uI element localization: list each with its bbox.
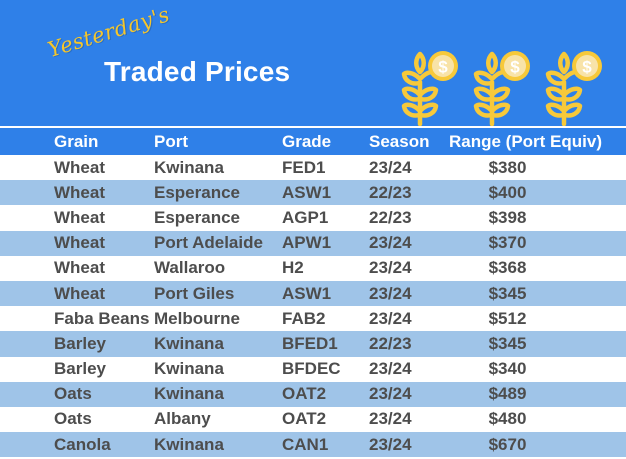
table-row: Wheat Port Adelaide APW1 23/24 $370 (0, 230, 626, 256)
column-header-range: Range (Port Equiv) (449, 131, 603, 151)
cell-port: Wallaroo (154, 258, 226, 278)
cell-range: $400 (488, 182, 527, 202)
cell-range: $398 (488, 207, 527, 227)
table-row: Oats Albany OAT2 23/24 $480 (0, 407, 626, 432)
wheat-dollar-icon: $ (470, 48, 542, 126)
cell-port: Esperance (154, 182, 240, 202)
cell-grain: Oats (54, 409, 92, 429)
cell-grade: ASW1 (282, 283, 332, 303)
cell-port: Kwinana (154, 384, 224, 404)
cell-season: 22/23 (369, 207, 412, 227)
cell-range: $512 (488, 308, 527, 328)
cell-port: Esperance (154, 207, 240, 227)
cell-range: $345 (488, 283, 527, 303)
cell-grain: Wheat (54, 207, 105, 227)
cell-range: $380 (488, 157, 527, 177)
table-row: Wheat Wallaroo H2 23/24 $368 (0, 256, 626, 281)
cell-season: 23/24 (369, 233, 412, 253)
column-header-port: Port (154, 131, 188, 151)
wheat-dollar-icon: $ (542, 48, 614, 126)
cell-season: 22/23 (369, 333, 412, 353)
cell-season: 23/24 (369, 409, 412, 429)
cell-grade: H2 (282, 258, 304, 278)
svg-text:$: $ (510, 58, 520, 77)
cell-season: 23/24 (369, 308, 412, 328)
title-banner: Yesterday's Traded Prices $ (0, 0, 626, 126)
cell-grain: Wheat (54, 258, 105, 278)
table-header-row: Grain Port Grade Season Range (Port Equi… (0, 128, 626, 155)
column-header-grain: Grain (54, 131, 99, 151)
cell-range: $670 (488, 434, 527, 454)
cell-grade: CAN1 (282, 434, 329, 454)
table-row: Wheat Esperance AGP1 22/23 $398 (0, 205, 626, 230)
cell-range: $340 (488, 359, 527, 379)
cell-grade: FED1 (282, 157, 326, 177)
cell-season: 23/24 (369, 258, 412, 278)
table-row: Wheat Port Giles ASW1 23/24 $345 (0, 280, 626, 307)
cell-grain: Wheat (54, 283, 105, 303)
cell-grain: Barley (54, 359, 106, 379)
cell-grade: BFDEC (282, 359, 341, 379)
table-row: Wheat Kwinana FED1 23/24 $380 (0, 155, 626, 180)
cell-grade: OAT2 (282, 384, 327, 404)
cell-range: $480 (488, 409, 527, 429)
table-row: Wheat Esperance ASW1 22/23 $400 (0, 180, 626, 206)
cell-range: $345 (488, 333, 527, 353)
table-row: Barley Kwinana BFDEC 23/24 $340 (0, 357, 626, 382)
cell-port: Kwinana (154, 333, 224, 353)
cell-port: Port Adelaide (154, 233, 263, 253)
svg-text:$: $ (582, 58, 592, 77)
cell-grade: ASW1 (282, 182, 332, 202)
cell-port: Melbourne (154, 308, 240, 328)
cell-grade: APW1 (282, 233, 332, 253)
column-header-grade: Grade (282, 131, 332, 151)
cell-grade: AGP1 (282, 207, 329, 227)
cell-range: $370 (488, 233, 527, 253)
icon-group: $ $ (398, 48, 614, 126)
cell-grade: OAT2 (282, 409, 327, 429)
cell-grain: Barley (54, 333, 106, 353)
cell-grain: Wheat (54, 182, 105, 202)
traded-prices-table: Grain Port Grade Season Range (Port Equi… (0, 128, 626, 458)
cell-season: 23/24 (369, 384, 412, 404)
cell-season: 23/24 (369, 359, 412, 379)
cell-grain: Oats (54, 384, 92, 404)
cell-grade: FAB2 (282, 308, 326, 328)
cell-port: Port Giles (154, 283, 235, 303)
cell-port: Kwinana (154, 434, 224, 454)
table-row: Canola Kwinana CAN1 23/24 $670 (0, 432, 626, 458)
cell-season: 23/24 (369, 283, 412, 303)
cell-grain: Wheat (54, 157, 105, 177)
cell-port: Kwinana (154, 157, 224, 177)
cell-port: Kwinana (154, 359, 224, 379)
table-row: Oats Kwinana OAT2 23/24 $489 (0, 381, 626, 407)
cell-season: 23/24 (369, 434, 412, 454)
cell-season: 23/24 (369, 157, 412, 177)
wheat-dollar-icon: $ (398, 48, 470, 126)
cell-season: 22/23 (369, 182, 412, 202)
svg-text:$: $ (438, 58, 448, 77)
banner-divider (0, 126, 626, 128)
cell-range: $368 (488, 258, 527, 278)
table-row: Faba Beans Melbourne FAB2 23/24 $512 (0, 306, 626, 331)
cell-grain: Canola (54, 434, 111, 454)
cell-port: Albany (154, 409, 211, 429)
banner-script-word: Yesterday's (44, 2, 173, 63)
cell-grain: Wheat (54, 233, 105, 253)
cell-grain: Faba Beans (54, 308, 150, 328)
table-row: Barley Kwinana BFED1 22/23 $345 (0, 331, 626, 357)
page-title: Traded Prices (104, 56, 291, 87)
cell-grade: BFED1 (282, 333, 338, 353)
cell-range: $489 (488, 384, 527, 404)
column-header-season: Season (369, 131, 430, 151)
